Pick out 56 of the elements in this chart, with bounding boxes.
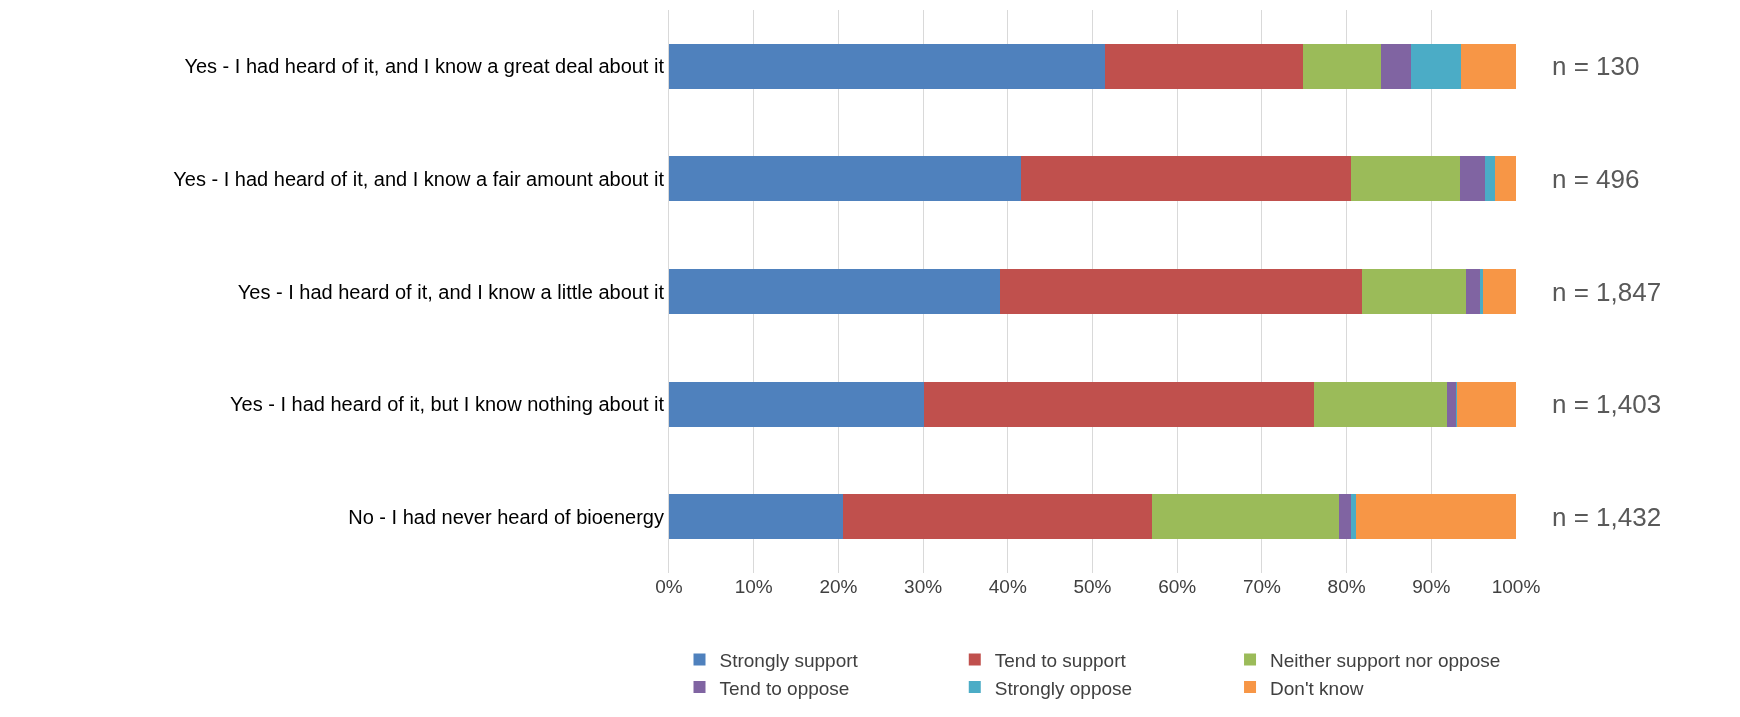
bar <box>1355 494 1516 540</box>
text: n = 1,432 <box>1552 502 1662 532</box>
y-tick-label: Yes - I had heard of it, and I know a little about it <box>237 280 665 303</box>
legend-label: Tend to support <box>994 649 1127 671</box>
bar <box>1302 43 1382 89</box>
x-tick-label: 10% <box>734 576 773 597</box>
bar <box>1466 268 1481 315</box>
bar <box>1460 43 1516 89</box>
bar <box>669 268 1001 315</box>
bar <box>923 381 1314 427</box>
y-tick-label: Yes - I had heard of it, and I know a fair amount about it <box>173 167 665 190</box>
legend-label: Strongly support <box>719 649 859 671</box>
bar <box>1480 268 1483 315</box>
bar <box>1350 494 1356 540</box>
bar <box>1456 381 1516 427</box>
bar <box>842 494 1152 540</box>
text: n = 496 <box>1552 164 1640 194</box>
x-tick-label: 0% <box>655 576 683 597</box>
legend-label: Strongly oppose <box>994 677 1133 699</box>
y-tick-label: Yes - I had heard of it, and I know a great deal about it <box>184 55 665 78</box>
x-tick-label: 100% <box>1491 576 1541 597</box>
bar <box>1410 43 1461 89</box>
bar <box>1482 268 1516 315</box>
bar <box>669 381 924 427</box>
bar <box>1484 156 1495 202</box>
y-tick-label: Yes - I had heard of it, but I know nothing about it <box>230 393 665 416</box>
bar <box>1105 43 1303 89</box>
x-tick-label: 30% <box>904 576 943 597</box>
text: n = 1,403 <box>1552 389 1662 419</box>
x-tick-label: 20% <box>819 576 858 597</box>
x-tick-label: 70% <box>1242 576 1282 597</box>
x-tick-label: 60% <box>1158 576 1197 597</box>
x-tick-label: 40% <box>988 576 1027 597</box>
x-tick-label: 90% <box>1412 576 1451 597</box>
bar <box>1350 156 1461 202</box>
x-tick-label: 50% <box>1073 576 1112 597</box>
text: n = 1,847 <box>1552 277 1662 307</box>
bar <box>1447 381 1456 427</box>
bar <box>1460 156 1485 202</box>
bar <box>1338 494 1351 540</box>
x-tick-label: 80% <box>1327 576 1366 597</box>
text: n = 130 <box>1552 51 1640 81</box>
bar <box>1381 43 1411 89</box>
bar <box>1494 156 1516 202</box>
bar <box>1021 156 1351 202</box>
y-tick-label: No - I had never heard of bioenergy <box>348 505 664 528</box>
bar <box>669 494 843 540</box>
legend-label: Tend to oppose <box>719 677 850 699</box>
bar <box>1151 494 1339 540</box>
bar <box>1000 268 1362 315</box>
bar <box>669 43 1106 89</box>
bar <box>669 156 1022 202</box>
legend-label: Neither support nor oppose <box>1270 649 1501 671</box>
bar <box>1313 381 1448 427</box>
bar <box>1361 268 1467 315</box>
legend-label: Don't know <box>1270 677 1364 699</box>
